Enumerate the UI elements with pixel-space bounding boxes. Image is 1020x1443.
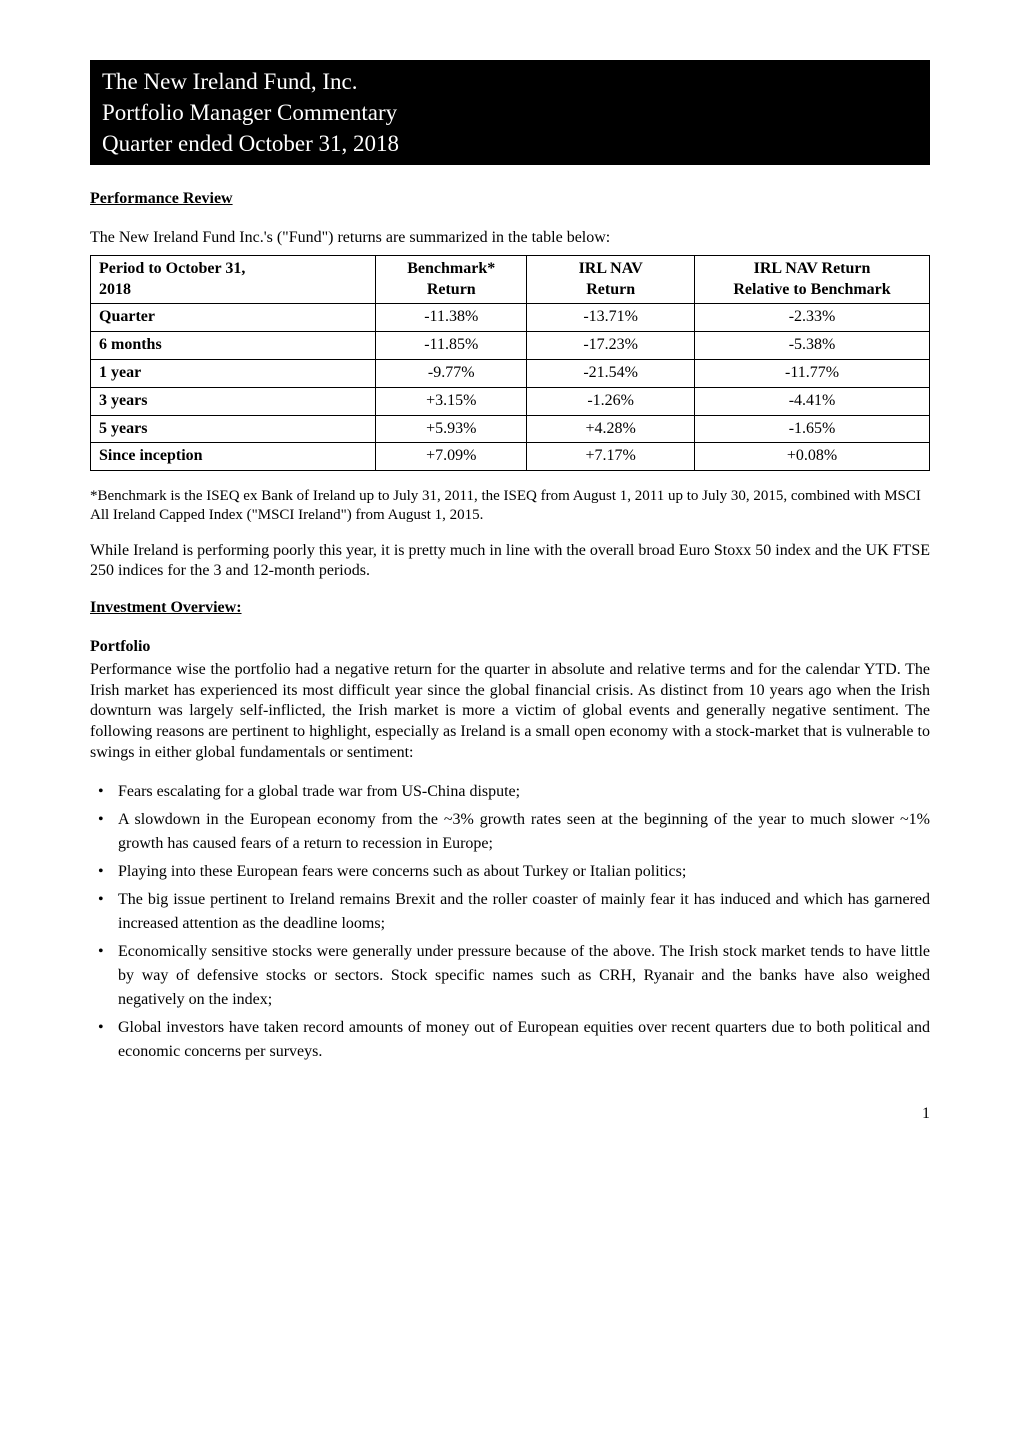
investment-heading: Investment Overview: xyxy=(90,598,930,619)
bullet-list: Fears escalating for a global trade war … xyxy=(90,780,930,1064)
portfolio-subheading: Portfolio xyxy=(90,637,930,658)
header-line-3: Quarter ended October 31, 2018 xyxy=(102,128,918,159)
list-item: Economically sensitive stocks were gener… xyxy=(118,940,930,1012)
list-item: The big issue pertinent to Ireland remai… xyxy=(118,888,930,936)
document-header: The New Ireland Fund, Inc. Portfolio Man… xyxy=(90,60,930,165)
table-row: 1 year -9.77% -21.54% -11.77% xyxy=(91,359,930,387)
col-period-header: Period to October 31, 2018 xyxy=(91,255,376,304)
list-item: Global investors have taken record amoun… xyxy=(118,1016,930,1064)
header-line-2: Portfolio Manager Commentary xyxy=(102,97,918,128)
table-intro: The New Ireland Fund Inc.'s ("Fund") ret… xyxy=(90,228,930,249)
list-item: A slowdown in the European economy from … xyxy=(118,808,930,856)
table-row: Since inception +7.09% +7.17% +0.08% xyxy=(91,443,930,471)
header-line-1: The New Ireland Fund, Inc. xyxy=(102,66,918,97)
col-relative-header: IRL NAV Return Relative to Benchmark xyxy=(695,255,930,304)
page-number: 1 xyxy=(90,1104,930,1125)
benchmark-footnote: *Benchmark is the ISEQ ex Bank of Irelan… xyxy=(90,487,930,525)
table-row: Quarter -11.38% -13.71% -2.33% xyxy=(91,304,930,332)
returns-table: Period to October 31, 2018 Benchmark* Re… xyxy=(90,255,930,471)
col-nav-header: IRL NAV Return xyxy=(527,255,695,304)
performance-heading: Performance Review xyxy=(90,189,930,210)
col-benchmark-header: Benchmark* Return xyxy=(376,255,527,304)
table-row: 3 years +3.15% -1.26% -4.41% xyxy=(91,387,930,415)
portfolio-para: Performance wise the portfolio had a neg… xyxy=(90,660,930,764)
table-row: 6 months -11.85% -17.23% -5.38% xyxy=(91,332,930,360)
table-header-row: Period to October 31, 2018 Benchmark* Re… xyxy=(91,255,930,304)
performance-para: While Ireland is performing poorly this … xyxy=(90,541,930,583)
list-item: Fears escalating for a global trade war … xyxy=(118,780,930,804)
table-row: 5 years +5.93% +4.28% -1.65% xyxy=(91,415,930,443)
list-item: Playing into these European fears were c… xyxy=(118,860,930,884)
